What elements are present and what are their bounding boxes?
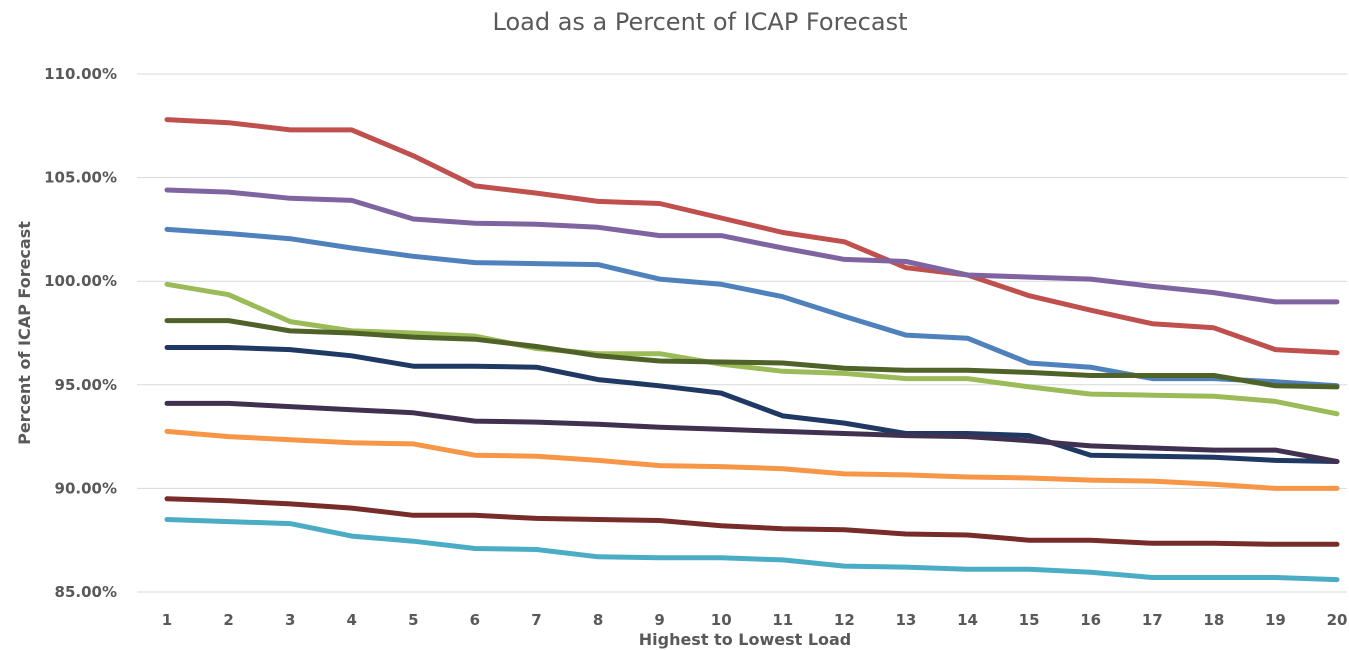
y-tick-label: 85.00% — [55, 583, 117, 601]
y-tick-label: 90.00% — [55, 479, 117, 497]
x-tick-label: 8 — [593, 611, 603, 629]
series-lines — [164, 117, 1340, 583]
y-tick-label: 105.00% — [44, 169, 117, 187]
x-tick-label: 10 — [711, 611, 732, 629]
x-tick-label: 1 — [162, 611, 172, 629]
x-axis-title: Highest to Lowest Load — [639, 630, 852, 649]
x-tick-label: 11 — [772, 611, 793, 629]
x-axis-ticks: 1 2 3 4 5 6 7 8 9 10 11 12 13 14 15 16 17 18 19 20 — [162, 611, 1348, 629]
series-line-5 — [164, 318, 1340, 390]
series-line-1 — [164, 117, 1340, 356]
y-tick-label: 110.00% — [44, 65, 117, 83]
gridlines — [137, 73, 1347, 593]
x-tick-label: 5 — [408, 611, 418, 629]
x-tick-label: 12 — [834, 611, 855, 629]
series-line-10 — [164, 517, 1340, 583]
x-tick-label: 13 — [896, 611, 917, 629]
x-tick-label: 6 — [470, 611, 480, 629]
y-tick-label: 95.00% — [55, 376, 117, 394]
series-line-6 — [164, 345, 1340, 464]
chart-title: Load as a Percent of ICAP Forecast — [493, 8, 908, 36]
y-tick-label: 100.00% — [44, 272, 117, 290]
x-tick-label: 7 — [531, 611, 541, 629]
series-line-2 — [164, 187, 1340, 305]
x-tick-label: 9 — [654, 611, 664, 629]
series-line-4 — [164, 281, 1340, 417]
x-tick-label: 18 — [1203, 611, 1224, 629]
y-axis-ticks: 85.00% 90.00% 95.00% 100.00% 105.00% 110.00% — [44, 65, 117, 601]
x-tick-label: 4 — [347, 611, 357, 629]
x-tick-label: 14 — [957, 611, 978, 629]
x-tick-label: 15 — [1019, 611, 1040, 629]
x-tick-label: 16 — [1080, 611, 1101, 629]
series-line-7 — [164, 400, 1340, 464]
x-tick-label: 2 — [223, 611, 233, 629]
y-axis-title: Percent of ICAP Forecast — [15, 221, 34, 445]
series-line-8 — [164, 428, 1340, 491]
x-tick-label: 19 — [1265, 611, 1286, 629]
x-tick-label: 3 — [285, 611, 295, 629]
x-tick-label: 17 — [1142, 611, 1163, 629]
x-tick-label: 20 — [1327, 611, 1348, 629]
series-line-9 — [164, 496, 1340, 547]
